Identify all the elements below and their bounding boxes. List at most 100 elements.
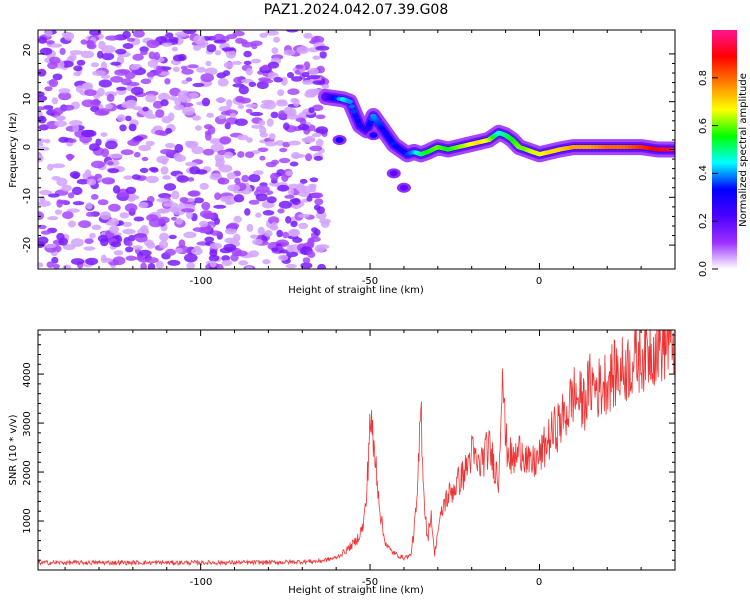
noise-blob <box>100 132 108 138</box>
noise-blob <box>287 72 294 79</box>
noise-blob <box>40 230 51 235</box>
noise-blob <box>288 187 294 196</box>
noise-blob <box>309 185 317 193</box>
noise-blob <box>69 50 83 55</box>
noise-blob <box>268 133 276 140</box>
noise-blob <box>260 103 270 109</box>
noise-blob <box>257 147 269 153</box>
noise-blob <box>270 172 279 181</box>
side-blob <box>399 184 408 191</box>
noise-blob <box>42 105 54 110</box>
noise-blob <box>187 177 195 182</box>
noise-blob <box>156 198 170 203</box>
noise-blob <box>218 114 227 120</box>
x-tick-label-top-3: 0 <box>536 276 542 287</box>
noise-blob <box>321 84 330 89</box>
noise-blob <box>126 85 133 92</box>
noise-blob <box>62 244 76 251</box>
noise-blob <box>56 177 68 187</box>
noise-blob <box>168 234 177 240</box>
noise-blob <box>70 238 84 247</box>
spectrogram-panel: -100 -50 0 Height of straight line (km) … <box>8 29 676 296</box>
noise-blob <box>193 197 204 204</box>
noise-blob <box>110 61 122 66</box>
noise-blob <box>271 159 279 165</box>
noise-blob <box>47 193 60 198</box>
noise-blob <box>244 151 255 158</box>
noise-blob <box>314 244 326 253</box>
noise-blob <box>62 211 74 220</box>
noise-blob <box>135 234 148 243</box>
noise-blob <box>155 65 163 74</box>
noise-blob <box>58 237 68 246</box>
noise-blob <box>266 196 277 204</box>
noise-blob <box>91 224 102 231</box>
noise-blob <box>141 156 149 162</box>
noise-blob <box>282 231 289 239</box>
noise-blob <box>38 142 44 147</box>
noise-blob <box>126 240 133 247</box>
noise-blob <box>105 35 119 41</box>
noise-blob <box>101 52 115 61</box>
noise-blob <box>125 115 132 122</box>
noise-blob <box>139 167 149 173</box>
noise-blob <box>145 257 159 264</box>
x-axis-label-top: Height of straight line (km) <box>288 285 424 296</box>
noise-blob <box>69 120 83 126</box>
colorbar: 0.0 0.2 0.4 0.6 0.8 Normalized spectral … <box>698 30 749 277</box>
noise-blob <box>225 34 238 40</box>
noise-blob <box>296 185 307 192</box>
noise-blob <box>44 138 51 144</box>
y-axis-label-bottom: SNR (10 * v/v) <box>8 414 19 485</box>
noise-blob <box>266 118 274 127</box>
noise-blob <box>319 51 327 59</box>
noise-blob <box>173 66 180 73</box>
noise-blob <box>81 99 95 108</box>
noise-blob <box>124 71 136 80</box>
noise-blob <box>199 220 209 228</box>
noise-blob <box>210 143 224 153</box>
noise-blob <box>97 234 109 243</box>
noise-blob <box>185 161 198 167</box>
noise-blob <box>127 139 140 146</box>
noise-blob <box>253 170 264 176</box>
colorbar-ticks <box>712 77 718 270</box>
snr-panel: -100 -50 0 Height of straight line (km) … <box>8 329 676 596</box>
noise-blob <box>207 125 216 135</box>
noise-blob <box>38 236 49 245</box>
noise-blob <box>219 136 232 145</box>
noise-blob <box>101 177 116 185</box>
noise-blob <box>296 46 310 54</box>
noise-blob <box>315 114 326 120</box>
noise-blob <box>179 197 189 203</box>
noise-blob <box>233 215 242 223</box>
noise-blob <box>177 90 191 100</box>
noise-blob <box>112 185 121 194</box>
noise-blob <box>113 250 124 256</box>
noise-blob <box>76 59 86 66</box>
noise-blob <box>46 40 55 45</box>
ridge-point <box>346 99 353 104</box>
noise-blob <box>66 153 73 161</box>
noise-blob <box>85 202 93 210</box>
noise-blob <box>208 254 220 262</box>
noise-blob <box>138 201 149 209</box>
noise-blob <box>313 204 321 211</box>
noise-blob <box>224 151 234 159</box>
noise-blob <box>224 122 231 130</box>
noise-blob <box>285 170 293 176</box>
noise-blob <box>288 140 301 146</box>
noise-blob <box>80 39 88 45</box>
x-tick-label-top-1: -100 <box>190 276 213 287</box>
noise-blob <box>227 222 240 230</box>
noise-blob <box>270 111 279 119</box>
noise-blob <box>161 42 173 47</box>
noise-blob <box>246 137 253 143</box>
noise-blob <box>38 68 47 77</box>
noise-blob <box>204 212 214 220</box>
noise-blob <box>162 202 174 208</box>
noise-blob <box>44 86 53 92</box>
noise-blob <box>38 106 46 111</box>
colorbar-tick-0: 0.0 <box>698 261 709 277</box>
noise-blob <box>122 43 134 49</box>
